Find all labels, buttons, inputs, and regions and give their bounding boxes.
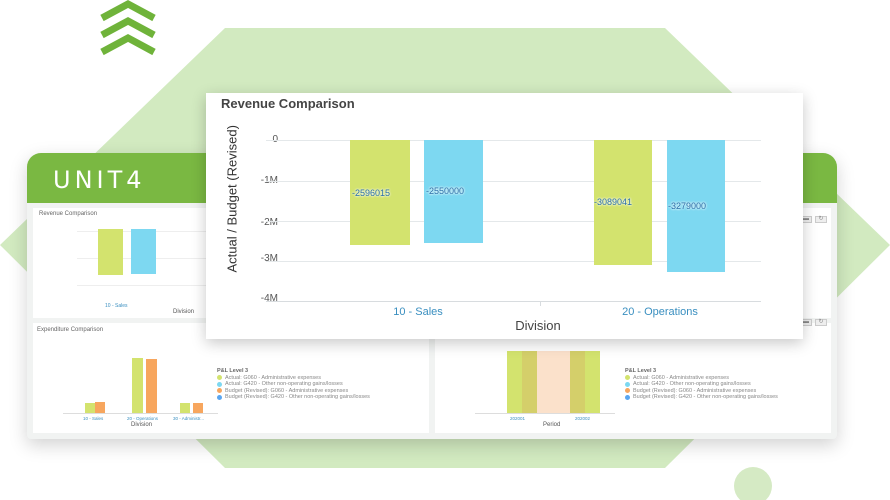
period-panel: ▬ ↻ 202001 202002 Period P&L Level 3 Act… [435, 319, 831, 433]
bar-actual-admin [180, 403, 190, 413]
bar-actual-sales [85, 403, 95, 413]
x-axis-title: Division [131, 422, 153, 428]
decorative-circle [734, 467, 772, 500]
bar-ops-budget[interactable] [667, 140, 725, 272]
period-bar-overlay [522, 351, 537, 413]
x-category: 20 - Operations [127, 416, 159, 421]
legend-item[interactable]: Budget (Revised): G420 - Other non-opera… [625, 394, 778, 401]
revenue-comparison-card: Revenue Comparison Actual / Budget (Revi… [206, 93, 803, 339]
expenditure-panel: Expenditure Comparison 10 - Sales 20 - O… [33, 323, 429, 433]
x-category-sales: 10 - Sales [393, 306, 443, 318]
bar-budget-ops [146, 359, 157, 413]
bar-ops-actual[interactable] [594, 140, 652, 265]
panel-controls: ▬ ↻ [800, 319, 827, 326]
legend-title: P&L Level 3 [625, 368, 657, 374]
x-axis-title: Period [543, 422, 561, 428]
panel-title: Revenue Comparison [39, 211, 98, 217]
bar-value-label: -3089041 [594, 197, 633, 207]
bar-sales-actual[interactable] [350, 140, 410, 245]
legend-item[interactable]: Actual: G420 - Other non-operating gains… [625, 381, 778, 388]
bar-actual [98, 229, 123, 275]
unit4-logo: UNIT4 [53, 166, 146, 194]
bar-sales-budget[interactable] [424, 140, 483, 243]
bar-value-label: -3279000 [668, 201, 707, 211]
legend-title: P&L Level 3 [217, 368, 249, 374]
legend: P&L Level 3 Actual: G060 - Administrativ… [625, 368, 778, 401]
bar-budget [131, 229, 156, 274]
y-tick: -3M [260, 253, 278, 264]
refresh-icon[interactable]: ↻ [815, 319, 827, 326]
bar-budget-sales [95, 402, 105, 413]
y-tick: -4M [260, 293, 278, 304]
period-bar-group-2 [585, 351, 600, 413]
legend-item[interactable]: Actual: G420 - Other non-operating gains… [217, 381, 370, 388]
panel-controls: ▬ ↻ [800, 216, 827, 223]
x-axis-title: Division [515, 318, 561, 333]
bar-value-label: -2596015 [352, 188, 391, 198]
y-tick: -1M [248, 175, 278, 186]
legend-item[interactable]: Budget (Revised): G420 - Other non-opera… [217, 394, 370, 401]
x-category: 202001 [510, 416, 526, 421]
x-category: 30 - Administr... [173, 416, 205, 421]
x-category-operations: 20 - Operations [622, 306, 698, 318]
period-bar-overlay [570, 351, 585, 413]
chart-title: Revenue Comparison [221, 96, 355, 111]
y-tick: -2M [260, 217, 278, 228]
x-category: 202002 [575, 416, 591, 421]
x-category: 10 - Sales [105, 303, 128, 309]
legend: P&L Level 3 Actual: G060 - Administrativ… [217, 368, 370, 401]
bar-actual-ops [132, 358, 143, 413]
y-tick: 0 [248, 134, 278, 145]
refresh-icon[interactable]: ↻ [815, 216, 827, 223]
x-category: 10 - Sales [83, 416, 104, 421]
legend-item[interactable]: Actual: G060 - Administrative expenses [625, 375, 778, 382]
period-bar-middle [537, 351, 570, 413]
y-axis-title: Actual / Budget (Revised) [224, 125, 240, 273]
bar-budget-admin [193, 403, 203, 413]
legend-item[interactable]: Budget (Revised): G060 - Administrative … [625, 388, 778, 395]
chevron-up-icon [100, 0, 156, 56]
panel-title: Expenditure Comparison [37, 327, 104, 333]
legend-item[interactable]: Actual: G060 - Administrative expenses [217, 375, 370, 382]
x-axis-title: Division [173, 309, 195, 315]
legend-item[interactable]: Budget (Revised): G060 - Administrative … [217, 388, 370, 395]
bar-value-label: -2550000 [426, 186, 465, 196]
